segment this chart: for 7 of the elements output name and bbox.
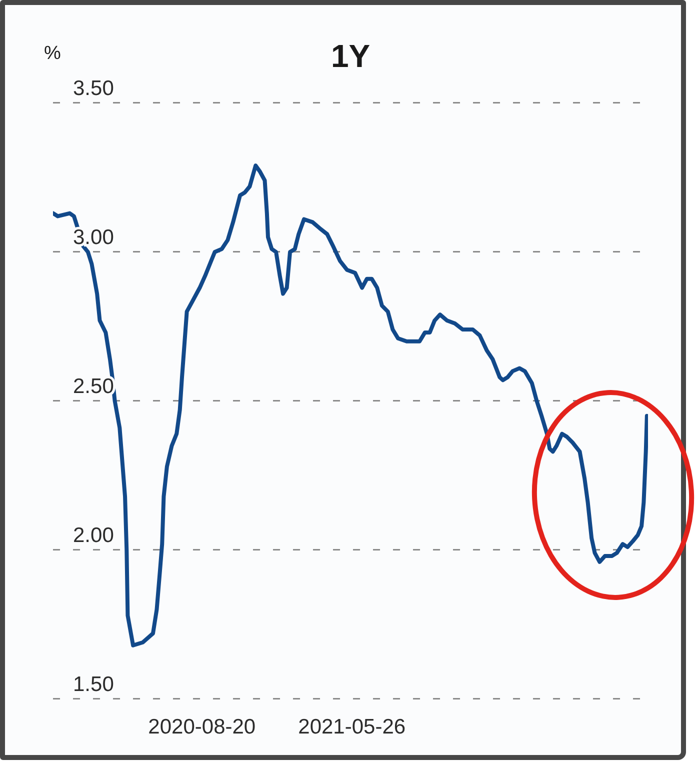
x-tick-label: 2020-08-20 — [148, 715, 256, 738]
y-axis-title: % — [44, 43, 61, 64]
chart-title: 1Y — [330, 38, 370, 74]
y-tick-label: 3.50 — [73, 76, 114, 100]
y-tick-label: 2.00 — [73, 524, 114, 547]
x-tick-label: 2021-05-26 — [298, 715, 406, 738]
y-tick-label: 1.50 — [73, 672, 114, 696]
